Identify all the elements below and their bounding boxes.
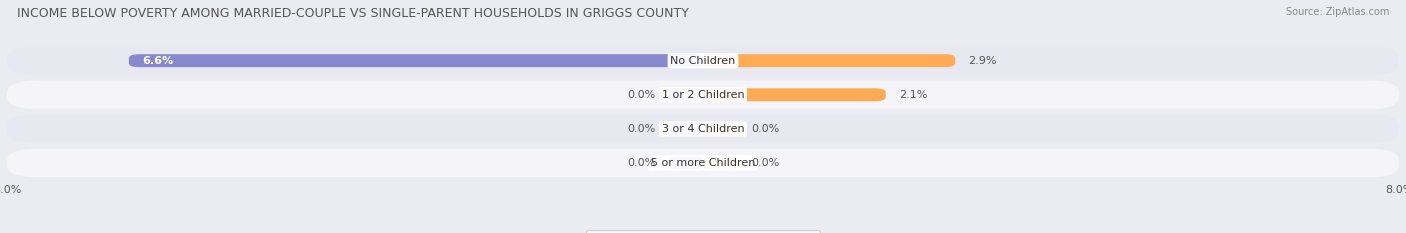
Text: 5 or more Children: 5 or more Children	[651, 158, 755, 168]
Text: No Children: No Children	[671, 56, 735, 66]
Text: 2.1%: 2.1%	[898, 90, 927, 100]
Text: 0.0%: 0.0%	[751, 158, 779, 168]
Text: 3 or 4 Children: 3 or 4 Children	[662, 124, 744, 134]
Text: 0.0%: 0.0%	[627, 124, 655, 134]
FancyBboxPatch shape	[703, 54, 955, 67]
Text: INCOME BELOW POVERTY AMONG MARRIED-COUPLE VS SINGLE-PARENT HOUSEHOLDS IN GRIGGS : INCOME BELOW POVERTY AMONG MARRIED-COUPL…	[17, 7, 689, 20]
FancyBboxPatch shape	[668, 157, 703, 169]
Text: Source: ZipAtlas.com: Source: ZipAtlas.com	[1285, 7, 1389, 17]
Text: 0.0%: 0.0%	[751, 124, 779, 134]
FancyBboxPatch shape	[7, 80, 1399, 109]
Legend: Married Couples, Single Parents: Married Couples, Single Parents	[586, 230, 820, 233]
FancyBboxPatch shape	[703, 122, 738, 135]
FancyBboxPatch shape	[668, 122, 703, 135]
Text: 2.9%: 2.9%	[969, 56, 997, 66]
FancyBboxPatch shape	[7, 46, 1399, 75]
Text: 0.0%: 0.0%	[627, 90, 655, 100]
Text: 6.6%: 6.6%	[142, 56, 173, 66]
FancyBboxPatch shape	[7, 115, 1399, 143]
Text: 0.0%: 0.0%	[627, 158, 655, 168]
FancyBboxPatch shape	[129, 54, 703, 67]
FancyBboxPatch shape	[7, 149, 1399, 177]
FancyBboxPatch shape	[703, 88, 886, 101]
Text: 1 or 2 Children: 1 or 2 Children	[662, 90, 744, 100]
FancyBboxPatch shape	[668, 88, 703, 101]
FancyBboxPatch shape	[703, 157, 738, 169]
